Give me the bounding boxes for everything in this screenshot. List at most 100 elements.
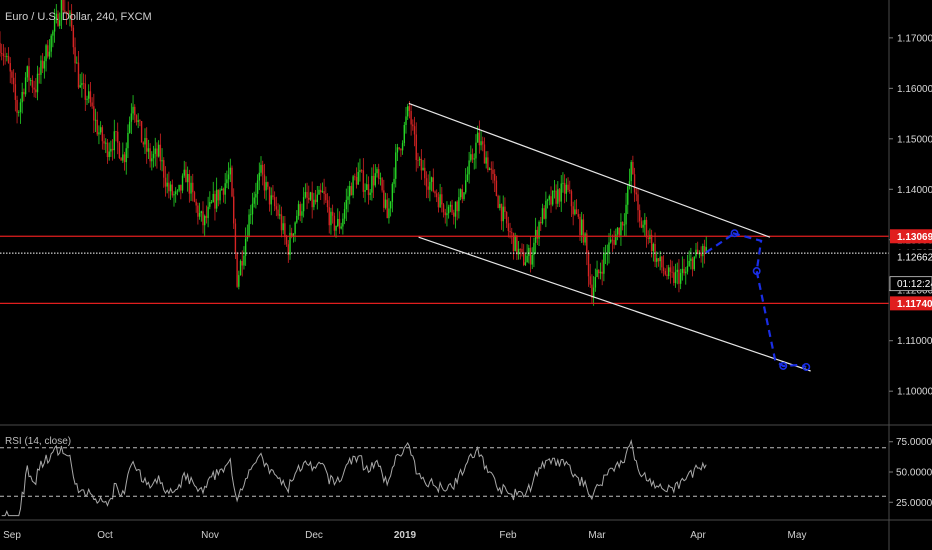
candle-body [678,269,680,284]
candle-body [326,200,329,208]
candle-body [558,189,561,202]
candle-body [258,172,260,181]
candle-body [338,218,341,229]
candle-body [301,211,303,216]
candle-body [429,181,431,190]
candle-body [570,191,573,207]
candle-body [289,232,291,255]
price-tick-label: 1.17000 [897,33,932,44]
candle-body [231,167,233,197]
candle-body [616,227,619,235]
candle-body [185,169,187,183]
date-label: Feb [499,530,517,541]
price-tag-box [890,249,932,264]
projection-marker [730,229,739,238]
candle-body [234,223,237,253]
candle-body [93,106,95,121]
candle-body [181,175,184,191]
candle-body [640,221,643,228]
candle-body [413,126,416,135]
candle-body [347,196,349,200]
candle-body [313,199,315,208]
candle-body [130,113,133,122]
date-label: Nov [201,530,219,541]
candle-body [260,164,262,173]
candle-body [123,154,126,163]
candle-body [441,194,443,205]
candle-body [236,252,238,287]
candle-body [354,176,356,178]
candle-body [705,247,707,252]
candle-body [139,120,141,122]
candle-body [408,106,411,111]
candle-body [175,191,177,195]
candle-body [396,147,399,153]
level-tag-label: 1.11740 [897,299,932,310]
candle-body [647,237,649,240]
candle-body [183,169,185,176]
candle-body [16,99,18,113]
candle-body [461,189,463,199]
candle-body [239,260,242,276]
candle-body [243,255,245,266]
candle-body [82,83,85,84]
candle-body [200,211,202,213]
rsi-tick-label: 75.0000 [896,437,932,448]
candle-body [340,226,342,229]
candle-body [442,204,445,213]
candle-body [410,110,412,125]
candle-body [214,193,216,209]
candle-body [577,214,579,217]
candle-body [560,183,562,202]
candle-body [563,182,566,194]
candle-body [70,12,73,28]
candle-body [446,213,448,216]
candle-body [168,182,170,192]
candle-body [543,208,545,219]
candle-body [688,260,690,267]
candle-body [279,214,281,216]
candle-body [488,168,491,170]
candle-body [389,201,392,209]
candle-body [579,216,581,236]
candle-body [31,80,34,88]
candle-body [557,189,559,204]
candle-body [50,35,52,52]
candle-body [219,190,221,201]
candle-body [304,191,307,198]
candle-body [40,60,42,75]
candle-body [540,221,542,224]
rsi-tick-label: 25.0000 [896,498,932,509]
candle-body [28,66,30,81]
candle-body [81,83,83,86]
price-tag-box [889,276,932,292]
candle-body [490,168,492,170]
candle-body [62,0,64,11]
candle-body [226,179,228,184]
candle-body [21,91,23,103]
candle-body [642,224,644,228]
channel-line [418,236,811,372]
candle-body [229,167,231,175]
candle-body [248,214,250,238]
candle-body [386,199,388,219]
candle-body [35,89,37,93]
candle-body [357,171,359,185]
candle-body [697,249,699,255]
candle-body [582,219,585,243]
candle-body [482,141,484,145]
candle-body [569,189,571,192]
candle-body [497,195,499,208]
channel-lines [408,102,811,372]
candle-body [302,197,305,212]
candle-body [485,157,487,164]
candle-body [502,206,504,222]
candle-body [33,87,35,90]
candle-body [125,148,127,163]
candle-body [163,160,165,178]
candle-body [470,154,472,161]
candle-body [439,194,441,208]
candle-body [476,132,479,143]
